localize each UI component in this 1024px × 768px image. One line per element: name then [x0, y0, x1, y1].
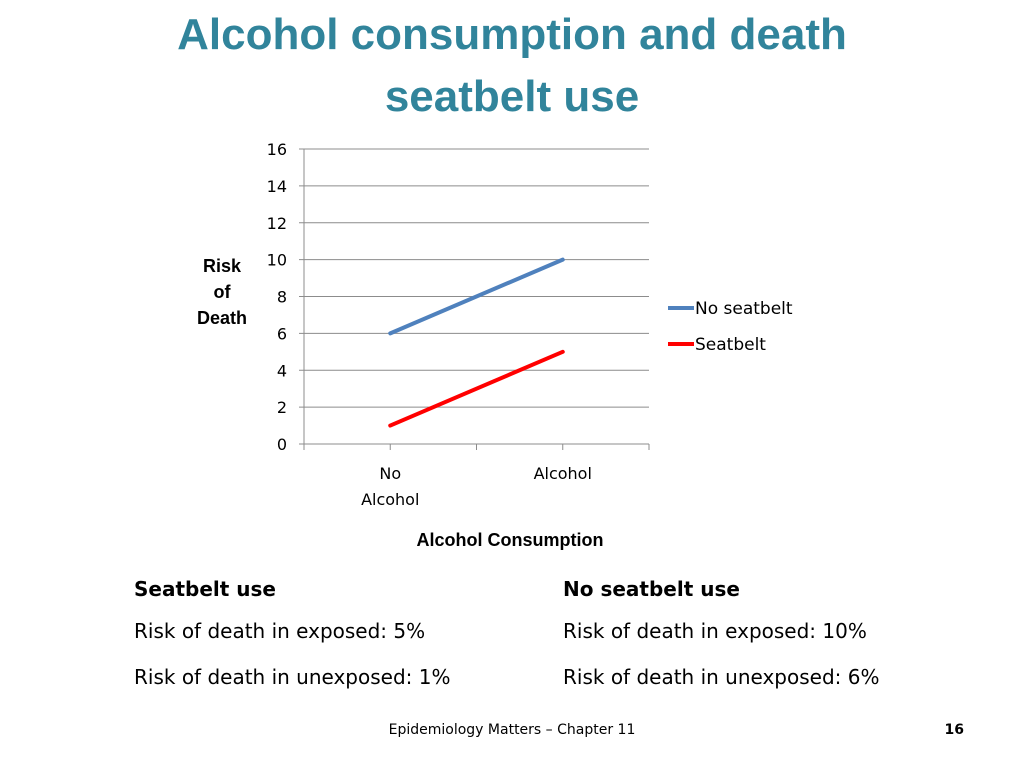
footer-text: Epidemiology Matters – Chapter 11 — [388, 722, 636, 738]
y-tick-label: 2 — [277, 398, 287, 417]
no-seatbelt-exposed-risk: Risk of death in exposed: 10% — [563, 619, 867, 643]
y-tick-label: 8 — [277, 288, 287, 307]
seatbelt-heading: Seatbelt use — [134, 577, 276, 601]
x-tick-label: Alcohol — [361, 490, 419, 509]
x-tick-label: Alcohol — [534, 464, 592, 483]
y-axis-label: Death — [197, 308, 247, 328]
legend-label-no-seatbelt: No seatbelt — [695, 299, 793, 319]
y-axis-label: Risk — [203, 256, 242, 276]
slide-title-line-2: seatbelt use — [384, 72, 640, 121]
seatbelt-exposed-risk: Risk of death in exposed: 5% — [134, 619, 426, 643]
slide-title-line-1: Alcohol consumption and death — [177, 10, 847, 59]
legend-label-seatbelt: Seatbelt — [695, 335, 766, 355]
y-tick-label: 12 — [267, 214, 287, 233]
y-tick-label: 6 — [277, 324, 287, 343]
y-tick-label: 0 — [277, 435, 287, 454]
x-axis-title: Alcohol Consumption — [417, 530, 604, 550]
series-line-seatbelt — [388, 349, 565, 428]
no-seatbelt-summary: No seatbelt use Risk of death in exposed… — [563, 574, 983, 700]
y-tick-label: 14 — [267, 177, 287, 196]
x-tick-label: No — [379, 464, 401, 483]
slide-title: Alcohol consumption and death seatbelt u… — [0, 4, 1024, 128]
page-number: 16 — [944, 722, 964, 738]
y-axis-label: of — [214, 282, 232, 302]
line-chart: 0 2 4 6 8 10 12 14 16 No Alcohol Alcohol Risk of Death… — [197, 140, 793, 550]
series-line-no-seatbelt — [388, 257, 565, 336]
no-seatbelt-heading: No seatbelt use — [563, 577, 740, 601]
seatbelt-unexposed-risk: Risk of death in unexposed: 1% — [134, 665, 451, 689]
seatbelt-summary: Seatbelt use Risk of death in exposed: 5… — [134, 574, 554, 700]
y-tick-label: 10 — [267, 251, 287, 270]
y-tick-label: 16 — [267, 140, 287, 159]
y-tick-label: 4 — [277, 361, 287, 380]
no-seatbelt-unexposed-risk: Risk of death in unexposed: 6% — [563, 665, 880, 689]
